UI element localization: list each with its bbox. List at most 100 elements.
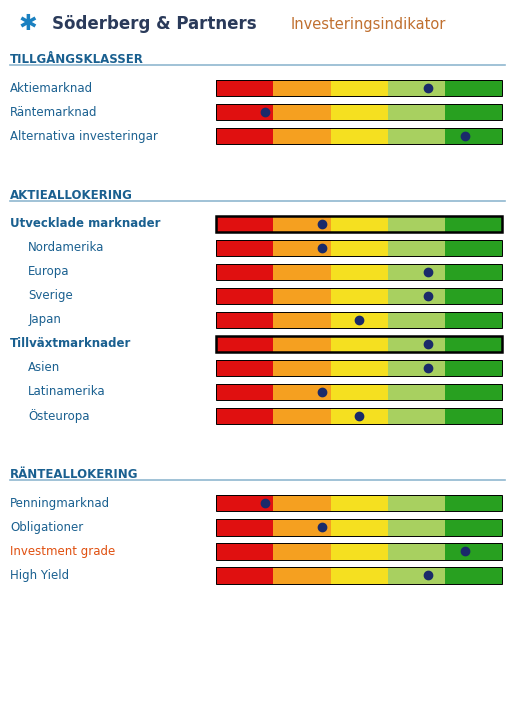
Bar [216, 568, 502, 584]
Bar [216, 336, 273, 352]
Bar [216, 496, 502, 512]
Bar [388, 128, 445, 145]
Bar [388, 288, 445, 304]
Bar [273, 544, 331, 560]
Text: Tillväxtmarknader: Tillväxtmarknader [10, 337, 132, 350]
Text: TILLGÅNGSKLASSER: TILLGÅNGSKLASSER [10, 53, 144, 66]
Bar [331, 288, 388, 304]
Bar [445, 544, 502, 560]
Bar [331, 240, 388, 256]
Bar [445, 408, 502, 424]
Bar [216, 240, 273, 256]
Text: Aktiemarknad: Aktiemarknad [10, 82, 93, 95]
Bar [216, 312, 273, 328]
Text: Asien: Asien [28, 361, 61, 374]
Bar [388, 104, 445, 120]
Bar [273, 336, 331, 352]
Text: Nordamerika: Nordamerika [28, 241, 105, 254]
Text: RÄNTEALLOKERING: RÄNTEALLOKERING [10, 468, 139, 481]
Bar [388, 216, 445, 232]
Bar [216, 240, 502, 256]
Bar [216, 544, 502, 560]
Bar [216, 104, 273, 120]
Bar [216, 384, 502, 400]
Bar [216, 104, 502, 120]
Text: Utvecklade marknader: Utvecklade marknader [10, 217, 161, 230]
Bar [216, 312, 502, 328]
Bar [273, 520, 331, 536]
Bar [216, 216, 502, 232]
Bar [273, 288, 331, 304]
Bar [445, 336, 502, 352]
Text: Alternativa investeringar: Alternativa investeringar [10, 130, 158, 143]
Bar [216, 264, 273, 280]
Bar [445, 264, 502, 280]
Bar [445, 104, 502, 120]
Bar [273, 216, 331, 232]
Bar [273, 496, 331, 512]
Bar [273, 408, 331, 424]
Bar [388, 544, 445, 560]
Bar [331, 384, 388, 400]
Bar [331, 336, 388, 352]
Bar [273, 360, 331, 376]
Bar [216, 520, 273, 536]
Bar [273, 312, 331, 328]
Bar [388, 336, 445, 352]
Bar [445, 360, 502, 376]
Bar [388, 384, 445, 400]
Bar [216, 544, 273, 560]
Bar [388, 240, 445, 256]
Bar [388, 80, 445, 96]
Bar [445, 288, 502, 304]
Bar [216, 568, 273, 584]
Bar [216, 264, 502, 280]
Text: Östeuropa: Östeuropa [28, 409, 90, 423]
Bar [445, 216, 502, 232]
Bar [331, 544, 388, 560]
Bar [216, 408, 273, 424]
Bar [216, 128, 273, 145]
Bar [331, 568, 388, 584]
Bar [216, 520, 502, 536]
Bar [445, 568, 502, 584]
Bar [216, 360, 502, 376]
Text: Sverige: Sverige [28, 289, 73, 302]
Bar [216, 384, 273, 400]
Bar [445, 80, 502, 96]
Bar [388, 568, 445, 584]
Text: Europa: Europa [28, 265, 70, 278]
Text: Japan: Japan [28, 313, 61, 326]
Bar [331, 408, 388, 424]
Bar [331, 264, 388, 280]
Bar [445, 240, 502, 256]
Bar [273, 568, 331, 584]
Bar [445, 312, 502, 328]
Bar [273, 264, 331, 280]
Bar [273, 104, 331, 120]
Bar [388, 408, 445, 424]
Bar [331, 360, 388, 376]
Bar [445, 496, 502, 512]
Text: Räntemarknad: Räntemarknad [10, 106, 98, 119]
Bar [331, 312, 388, 328]
Text: AKTIEALLOKERING: AKTIEALLOKERING [10, 189, 133, 201]
Bar [388, 496, 445, 512]
Text: Investeringsindikator: Investeringsindikator [291, 16, 447, 32]
Bar [388, 520, 445, 536]
Text: Investment grade: Investment grade [10, 545, 115, 558]
Text: ✱: ✱ [19, 14, 38, 34]
Text: Obligationer: Obligationer [10, 521, 83, 534]
Bar [216, 288, 502, 304]
Bar [445, 128, 502, 145]
Bar [273, 128, 331, 145]
Bar [331, 104, 388, 120]
Bar [273, 80, 331, 96]
Bar [216, 80, 502, 96]
Text: Latinamerika: Latinamerika [28, 385, 106, 398]
Bar [331, 496, 388, 512]
Bar [216, 288, 273, 304]
Bar [273, 384, 331, 400]
Text: Söderberg & Partners: Söderberg & Partners [52, 15, 256, 33]
Bar [216, 360, 273, 376]
